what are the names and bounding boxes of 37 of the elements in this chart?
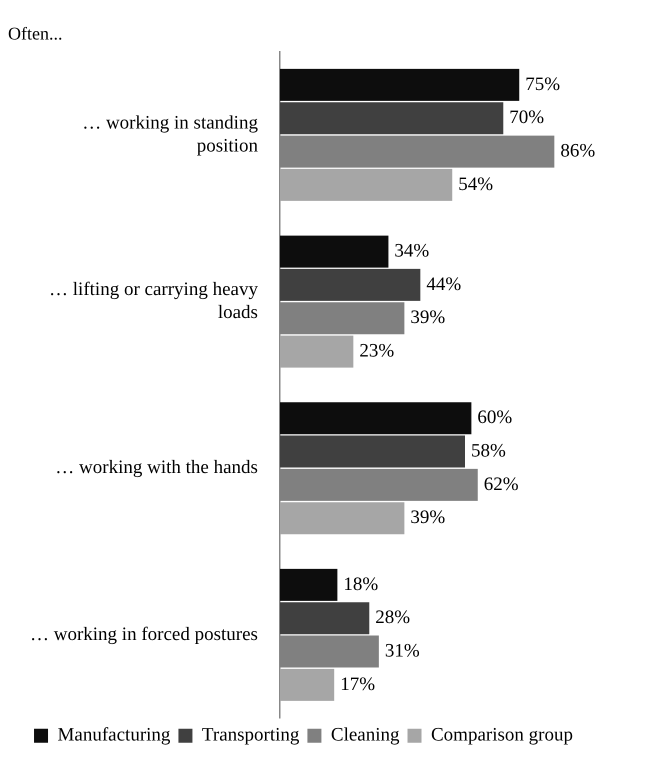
bar	[280, 168, 452, 201]
data-label: 39%	[410, 307, 446, 328]
bar	[280, 668, 334, 701]
bar	[280, 68, 520, 101]
data-label: 44%	[426, 274, 462, 295]
legend-label: Manufacturing	[58, 724, 171, 746]
data-label: 18%	[343, 574, 378, 595]
data-label: 28%	[375, 607, 410, 628]
bar	[280, 268, 420, 301]
y-tick-label: … lifting or carrying heavy loads	[49, 279, 258, 323]
y-tick-label: … working in standing position	[82, 112, 258, 156]
data-label: 54%	[458, 174, 494, 195]
bar	[280, 336, 354, 368]
text: Often...	[8, 24, 62, 44]
bar	[280, 102, 504, 134]
data-label: 60%	[477, 407, 512, 428]
data-label: 62%	[484, 474, 519, 495]
bar	[280, 602, 370, 634]
data-label: 58%	[471, 440, 506, 462]
y-tick-label: … working with the hands	[55, 457, 258, 478]
bar	[280, 502, 404, 534]
data-label: 23%	[359, 340, 394, 362]
data-label: 31%	[384, 640, 420, 662]
bar	[280, 402, 472, 434]
data-label: 39%	[410, 507, 446, 528]
bar	[280, 236, 388, 268]
data-label: 17%	[340, 674, 376, 695]
data-label: 86%	[560, 140, 596, 162]
legend-label: Cleaning	[330, 724, 400, 746]
data-label: 70%	[509, 107, 544, 128]
data-label: 34%	[394, 240, 430, 262]
data-label: 75%	[525, 74, 560, 95]
y-tick-label: … working in forced postures	[30, 624, 258, 645]
legend-label: Comparison group	[431, 724, 573, 746]
bar	[280, 436, 465, 468]
bar	[280, 568, 338, 601]
legend-label: Transporting	[202, 724, 300, 746]
